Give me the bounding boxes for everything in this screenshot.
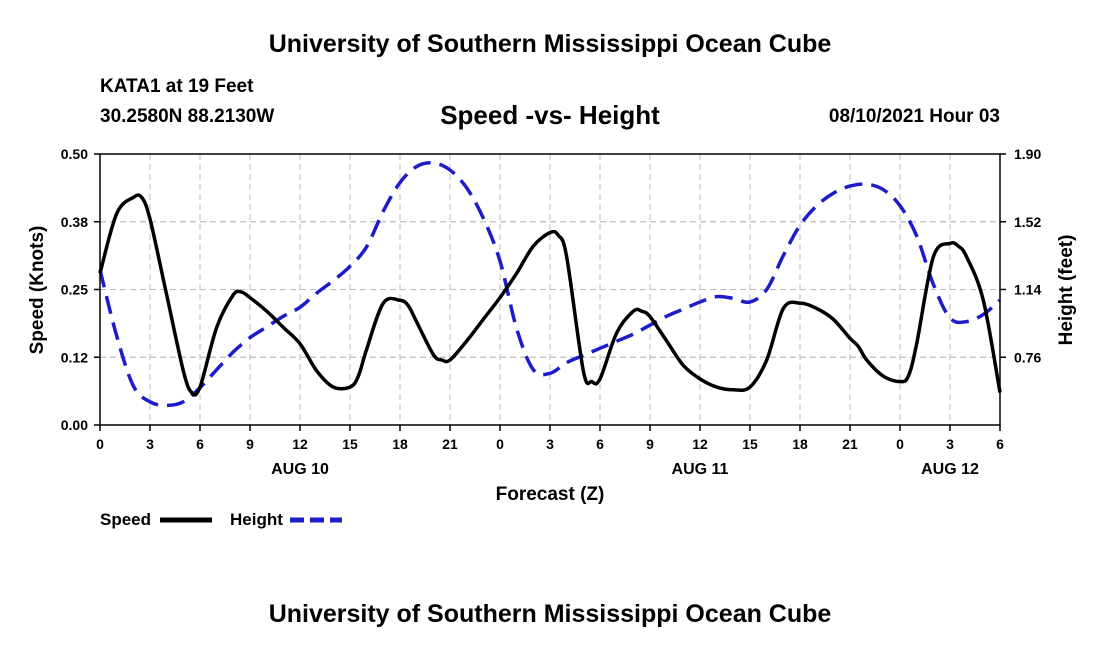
speed-series-line xyxy=(98,193,1002,397)
station-coordinates: 30.2580N 88.2130W xyxy=(100,106,275,127)
chart-title: Speed -vs- Height xyxy=(440,100,660,130)
legend: Speed Height xyxy=(100,510,342,529)
x-tick-label: 6 xyxy=(196,436,204,452)
date-label: AUG 11 xyxy=(672,461,729,478)
x-tick-label: 15 xyxy=(342,436,358,452)
x-tick-label: 0 xyxy=(896,436,904,452)
x-tick-label: 18 xyxy=(392,436,408,452)
x-tick-label: 0 xyxy=(496,436,504,452)
y-tick-label: 0.00 xyxy=(61,417,88,433)
station-name: KATA1 at 19 Feet xyxy=(100,76,254,97)
height-series-line xyxy=(98,160,1002,408)
x-tick-label: 12 xyxy=(692,436,708,452)
x-tick-label: 15 xyxy=(742,436,758,452)
axis-layer: 0 3 6 9 12 15 18 21 0 3 6 9 12 15 18 21 0 3 6 0.00 0.12 0.25 0… xyxy=(61,146,1042,478)
x-axis-label: Forecast (Z) xyxy=(496,484,605,505)
y-tick-label: 0.50 xyxy=(61,146,88,162)
y2-axis-label: Height (feet) xyxy=(1056,235,1077,346)
legend-speed-label: Speed xyxy=(100,510,151,529)
x-tick-label: 3 xyxy=(546,436,554,452)
x-tick-label: 12 xyxy=(292,436,308,452)
x-tick-label: 9 xyxy=(246,436,254,452)
y2-tick-label: 1.14 xyxy=(1014,282,1041,298)
x-tick-label: 9 xyxy=(646,436,654,452)
footer-title: University of Southern Mississippi Ocean… xyxy=(268,600,832,628)
page-title: University of Southern Mississippi Ocean… xyxy=(268,30,832,58)
series-layer xyxy=(98,160,1002,408)
x-tick-label: 3 xyxy=(146,436,154,452)
date-label: AUG 12 xyxy=(921,461,979,478)
x-tick-label: 21 xyxy=(842,436,858,452)
forecast-datetime: 08/10/2021 Hour 03 xyxy=(828,106,1000,127)
x-tick-label: 0 xyxy=(96,436,104,452)
x-tick-label: 6 xyxy=(596,436,604,452)
y2-tick-label: 0.76 xyxy=(1014,349,1041,365)
grid xyxy=(100,153,1000,425)
y-axis-label: Speed (Knots) xyxy=(27,226,48,355)
y-tick-label: 0.12 xyxy=(61,349,88,365)
x-tick-label: 6 xyxy=(996,436,1004,452)
y-tick-label: 0.25 xyxy=(61,282,88,298)
y2-tick-label: 1.90 xyxy=(1014,146,1041,162)
date-label: AUG 10 xyxy=(271,461,329,478)
legend-height-label: Height xyxy=(230,510,283,529)
x-tick-label: 18 xyxy=(792,436,808,452)
x-tick-label: 3 xyxy=(946,436,954,452)
x-tick-label: 21 xyxy=(442,436,458,452)
y-tick-label: 0.38 xyxy=(61,214,88,230)
y2-tick-label: 1.52 xyxy=(1014,214,1041,230)
